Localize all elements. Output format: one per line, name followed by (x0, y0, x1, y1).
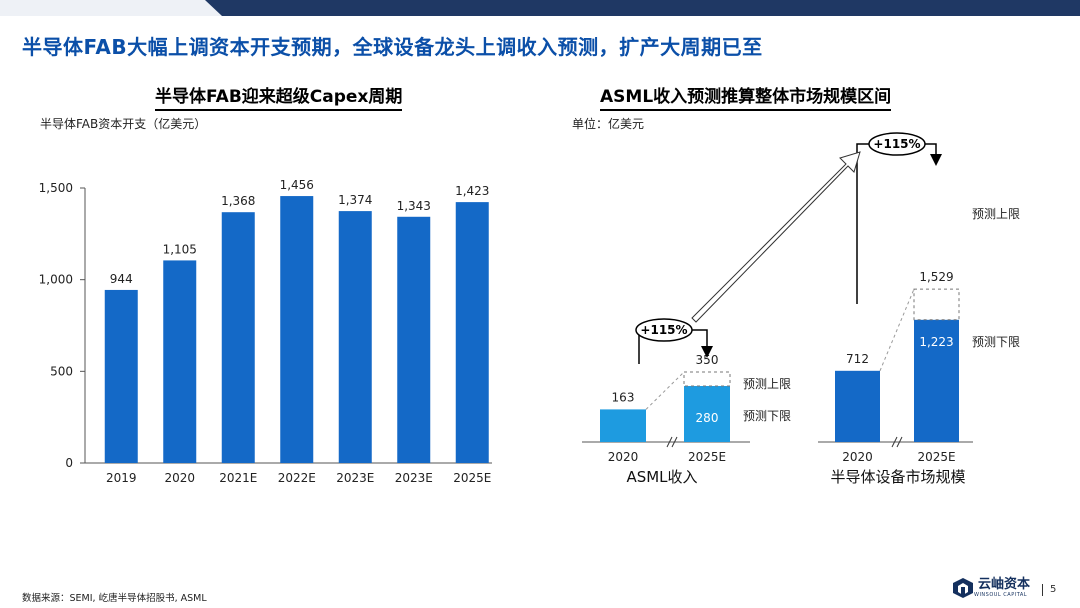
growth-bracket-left (856, 143, 869, 304)
axis-break-mark (891, 436, 898, 448)
bar-value-label: 1,343 (397, 199, 431, 213)
y-tick-label: 500 (50, 364, 73, 378)
y-tick-label: 1,000 (39, 273, 73, 287)
x-tick-label: 2023E (336, 471, 374, 485)
x-tick-label: 2019 (106, 471, 137, 485)
growth-badge-label: +115% (873, 137, 920, 151)
scale-up-arrow (691, 151, 861, 323)
growth-connector (879, 288, 915, 371)
bar-value-label: 280 (696, 411, 719, 425)
growth-badge-label: +115% (640, 323, 687, 337)
bar-value-label: 1,374 (338, 193, 372, 207)
capex-bar (455, 202, 489, 463)
growth-connector (645, 371, 685, 410)
x-tick-label: 2021E (219, 471, 257, 485)
growth-bracket-arrow (692, 329, 713, 358)
market-size-bar (914, 319, 959, 442)
bar-value-label: 1,105 (163, 242, 197, 256)
page-number: 5 (1050, 584, 1057, 595)
axis-break-mark (666, 436, 673, 448)
x-tick-label: 2020 (164, 471, 195, 485)
x-tick-label: 2025E (688, 450, 726, 464)
top-decor-bar (0, 0, 1080, 16)
x-tick-label: 2025E (453, 471, 491, 485)
x-tick-label: 2023E (395, 471, 433, 485)
fab-capex-chart: 0 500 1,000 1,500 944 2019 1,105 2020 1,368 2021E… (39, 178, 492, 485)
data-source-note: 数据来源：SEMI, 屹唐半导体招股书, ASML (22, 593, 207, 604)
bar-value-label: 712 (846, 352, 869, 366)
bar-value-label: 1,456 (280, 178, 314, 192)
left-chart-subtitle: 半导体FAB迎来超级Capex周期 (155, 82, 403, 111)
group-caption: ASML收入 (626, 468, 697, 486)
capex-bar (104, 289, 138, 463)
page-headline: 半导体FAB大幅上调资本开支预期，全球设备龙头上调收入预测，扩产大周期已至 (22, 35, 763, 59)
x-tick-label: 2020 (842, 450, 873, 464)
lower-forecast-legend: 预测下限 (972, 335, 1020, 349)
growth-badge (635, 318, 693, 342)
x-tick-label: 2022E (278, 471, 316, 485)
growth-badge (868, 132, 926, 156)
axis-break-mark (896, 436, 903, 448)
x-tick-label: 2025E (917, 450, 955, 464)
x-tick-label: 2020 (608, 450, 639, 464)
right-chart-subtitle: ASML收入预测推算整体市场规模区间 (600, 82, 892, 111)
lower-forecast-legend: 预测下限 (743, 409, 791, 423)
capex-bar (280, 196, 314, 464)
brand-logo: 云岫资本 WINSOUL CAPITAL (952, 577, 1030, 599)
upper-forecast-legend: 预测上限 (743, 377, 791, 391)
y-tick-label: 1,500 (39, 181, 73, 195)
right-chart-unit-label: 单位：亿美元 (572, 117, 645, 131)
capex-bar (221, 212, 255, 463)
bar-value-label: 1,368 (221, 194, 255, 208)
page-separator (1042, 584, 1043, 596)
market-size-bar (835, 370, 880, 442)
upper-forecast-box (683, 371, 731, 387)
capex-bar (338, 211, 372, 463)
asml-revenue-bar (684, 386, 730, 442)
axis-break-mark (671, 436, 678, 448)
left-chart-unit-label: 半导体FAB资本开支（亿美元） (40, 117, 207, 131)
capex-bar (163, 260, 197, 463)
upper-forecast-legend: 预测上限 (972, 207, 1020, 221)
asml-market-chart: 16320202802025E350预测上限预测下限+115%ASML收入712… (582, 132, 1020, 486)
bar-value-label: 163 (612, 390, 635, 404)
asml-revenue-bar (600, 409, 646, 442)
logo-name: 云岫资本 (978, 577, 1031, 592)
bar-value-label: 1,423 (455, 184, 489, 198)
bar-value-label: 944 (110, 272, 133, 286)
bar-value-label: 1,223 (919, 335, 953, 349)
upper-forecast-box (913, 288, 960, 321)
growth-bracket-arrow (925, 143, 942, 166)
logo-subtitle: WINSOUL CAPITAL (974, 592, 1028, 598)
group-caption: 半导体设备市场规模 (830, 468, 965, 486)
y-tick-label: 0 (65, 456, 73, 470)
capex-bar (397, 216, 431, 463)
upper-value-label: 350 (696, 353, 719, 367)
upper-value-label: 1,529 (919, 270, 953, 284)
logo-mark-icon (953, 578, 973, 598)
